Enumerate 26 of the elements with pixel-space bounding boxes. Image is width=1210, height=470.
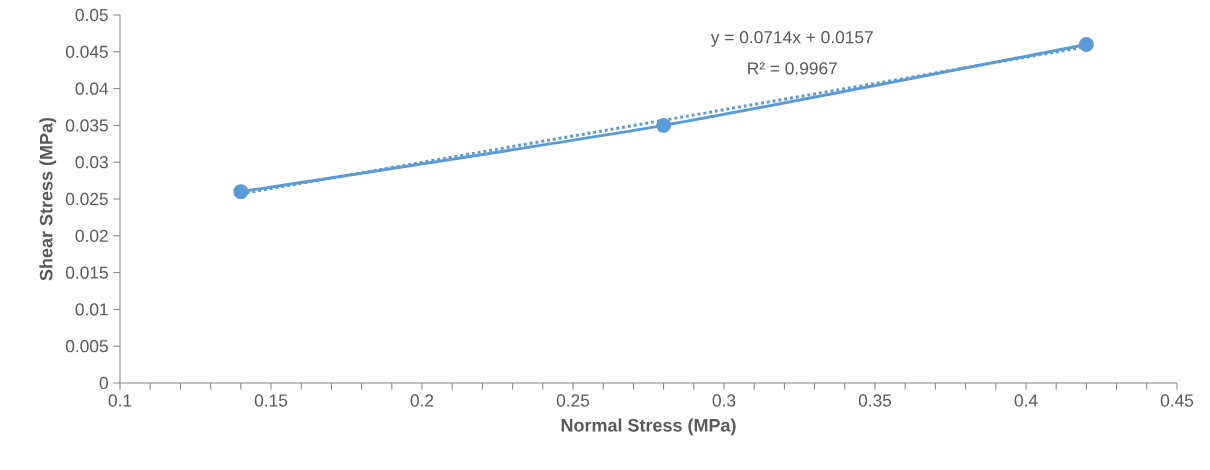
y-axis-title: Shear Stress (MPa): [39, 117, 57, 281]
point: [656, 117, 672, 133]
x-tick-label: 0.1: [108, 394, 132, 407]
x-tick-label: 0.45: [1160, 394, 1194, 407]
x-tick-label: 0.4: [1014, 394, 1038, 407]
annotation: y = 0.0714x + 0.0157: [710, 31, 873, 47]
y-tick-label: 0.04: [75, 82, 109, 95]
y-tick-label: 0.045: [65, 45, 108, 58]
x-tick-label: 0.3: [712, 394, 736, 407]
y-tick-label: 0.05: [75, 8, 108, 22]
x-tick-label: 0.15: [254, 394, 288, 407]
x-axis-title: Normal Stress (MPa): [561, 418, 736, 436]
x-tick-label: 0.35: [858, 394, 892, 407]
annotation: R² = 0.9967: [748, 62, 837, 75]
point: [1078, 36, 1094, 52]
y-tick-label: 0.01: [75, 303, 108, 316]
y-tick-label: 0.005: [65, 340, 108, 353]
y-tick-label: 0.035: [65, 119, 108, 132]
y-tick-label: 0.015: [65, 266, 108, 279]
y-tick-label: 0.02: [75, 229, 108, 242]
y-tick-label: 0.03: [75, 156, 108, 169]
x-tick-label: 0.25: [556, 394, 590, 407]
point: [233, 184, 249, 200]
y-tick-label: 0: [99, 376, 108, 390]
y-tick-label: 0.025: [65, 192, 108, 206]
x-tick-label: 0.2: [410, 394, 434, 407]
